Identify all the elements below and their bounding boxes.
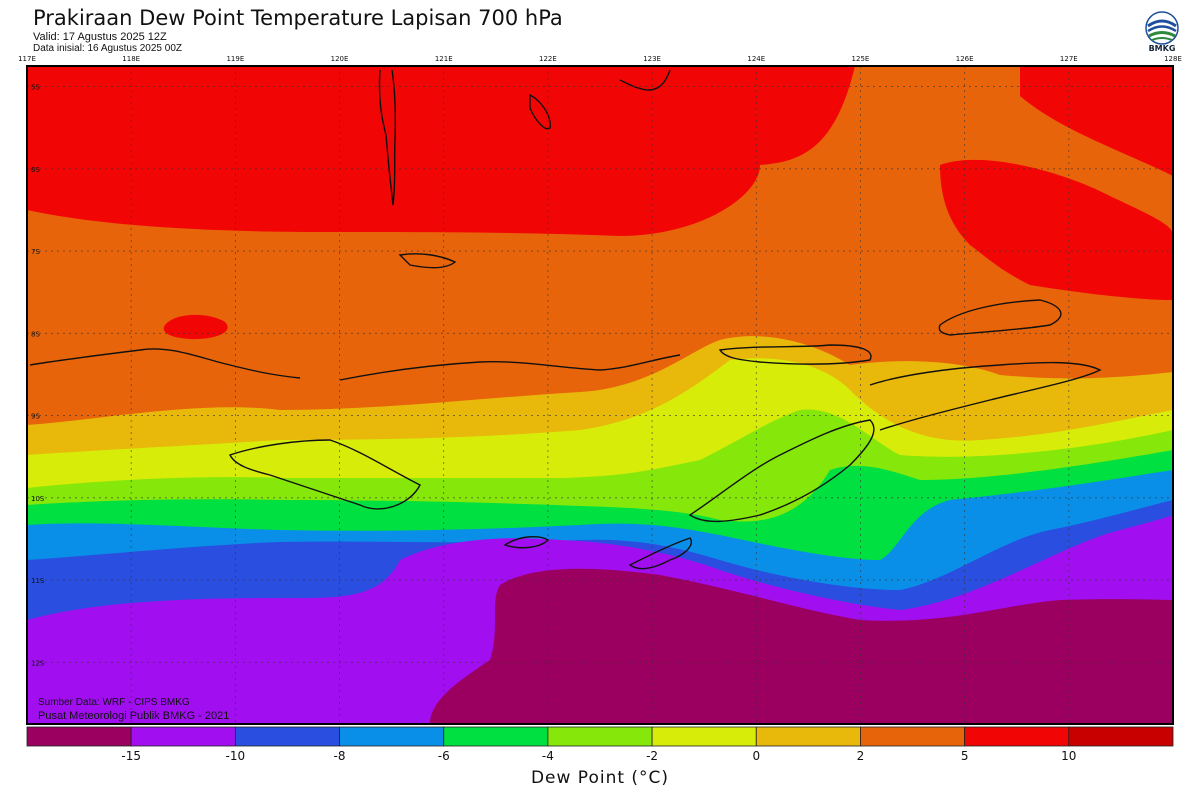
logo-text: BMKG [1148, 44, 1176, 53]
colorbar-tick-label: 0 [752, 749, 760, 763]
colorbar-swatch [234, 726, 340, 747]
colorbar-tick-label: 2 [857, 749, 865, 763]
data-source-credit: Sumber Data: WRF - CIPS BMKG [38, 697, 190, 708]
rote-coast [628, 537, 692, 570]
sumba-coast [229, 439, 421, 510]
axis-ticks: 117E 118E 119E 120E 121E 122E 123E 124E 125E 126E… [18, 55, 1182, 667]
lon-tick-label: 123E [643, 55, 661, 63]
flores-coast [339, 354, 681, 381]
lat-tick-label: 10S [31, 495, 45, 503]
colorbar-tick-label: -2 [646, 749, 658, 763]
lon-tick-label: 119E [226, 55, 244, 63]
colorbar-swatch [26, 726, 132, 747]
lon-tick-label: 121E [435, 55, 453, 63]
colorbar-tick-label: 10 [1061, 749, 1076, 763]
lon-tick-label: 122E [539, 55, 557, 63]
sulawesi-coast [378, 69, 397, 206]
colorbar-swatch [964, 726, 1070, 747]
colorbar-tick-label: 5 [961, 749, 969, 763]
colorbar-title: Dew Point (°C) [530, 768, 670, 788]
lat-tick-label: 9S [31, 413, 40, 421]
alor-coast [718, 344, 872, 365]
colorbar-tick-label: -10 [226, 749, 246, 763]
lat-tick-label: 7S [31, 248, 40, 256]
timor-coast [688, 419, 875, 523]
colorbar-tick-label: -15 [121, 749, 141, 763]
colorbar-swatch [860, 726, 966, 747]
lat-tick-label: 6S [31, 166, 40, 174]
kalao-islands [398, 253, 457, 269]
sumbawa-coast [29, 348, 301, 379]
colorbar-tick-label: -6 [438, 749, 450, 763]
colorbar-tick-label: -4 [542, 749, 554, 763]
colorbar-swatch [755, 726, 861, 747]
colorbar-swatch [130, 726, 236, 747]
buton-coast [529, 93, 551, 130]
dew-point-fill [27, 66, 1173, 724]
band-below-neg15 [430, 568, 1173, 724]
lon-tick-label: 127E [1060, 55, 1078, 63]
lon-tick-label: 117E [18, 55, 36, 63]
tanimbar-outline [869, 361, 1102, 431]
wetar-coast [938, 299, 1062, 336]
lat-tick-label: 12S [31, 659, 45, 667]
lon-tick-label: 120E [331, 55, 349, 63]
flores-sea-islands [619, 69, 671, 91]
map-title: Prakiraan Dew Point Temperature Lapisan … [33, 6, 563, 30]
lon-tick-label: 118E [122, 55, 140, 63]
map-frame [26, 65, 1174, 725]
lon-tick-label: 128E [1164, 55, 1182, 63]
initial-data-time: Data inisial: 16 Agustus 2025 00Z [33, 43, 182, 54]
band-5-10-lombok-blob [163, 314, 228, 340]
colorbar-swatch [443, 726, 549, 747]
bmkg-logo-icon [1145, 11, 1179, 45]
valid-time: Valid: 17 Agustus 2025 12Z [33, 31, 167, 43]
lon-tick-label: 125E [852, 55, 870, 63]
band-neg15-neg10-south-blob [27, 641, 430, 724]
band-5-10-east-blob [1020, 66, 1173, 176]
colorbar-swatch [339, 726, 445, 747]
lon-tick-label: 124E [747, 55, 765, 63]
colorbar-swatch [1068, 726, 1174, 747]
colorbar-swatch [651, 726, 757, 747]
lat-tick-label: 11S [31, 577, 45, 585]
organization-credit: Pusat Meteorologi Publik BMKG - 2021 [38, 710, 230, 722]
colorbar-swatch [547, 726, 653, 747]
band-5-10-south-blob [940, 159, 1173, 300]
graticule [27, 66, 1173, 724]
lon-tick-label: 126E [956, 55, 974, 63]
lat-tick-label: 8S [31, 330, 40, 338]
colorbar-tick-label: -8 [334, 749, 346, 763]
colorbar: -15 -10 -8 -6 -4 -2 0 2 5 10 [26, 726, 1174, 763]
coastlines [29, 69, 1102, 570]
lat-tick-label: 5S [31, 84, 40, 92]
